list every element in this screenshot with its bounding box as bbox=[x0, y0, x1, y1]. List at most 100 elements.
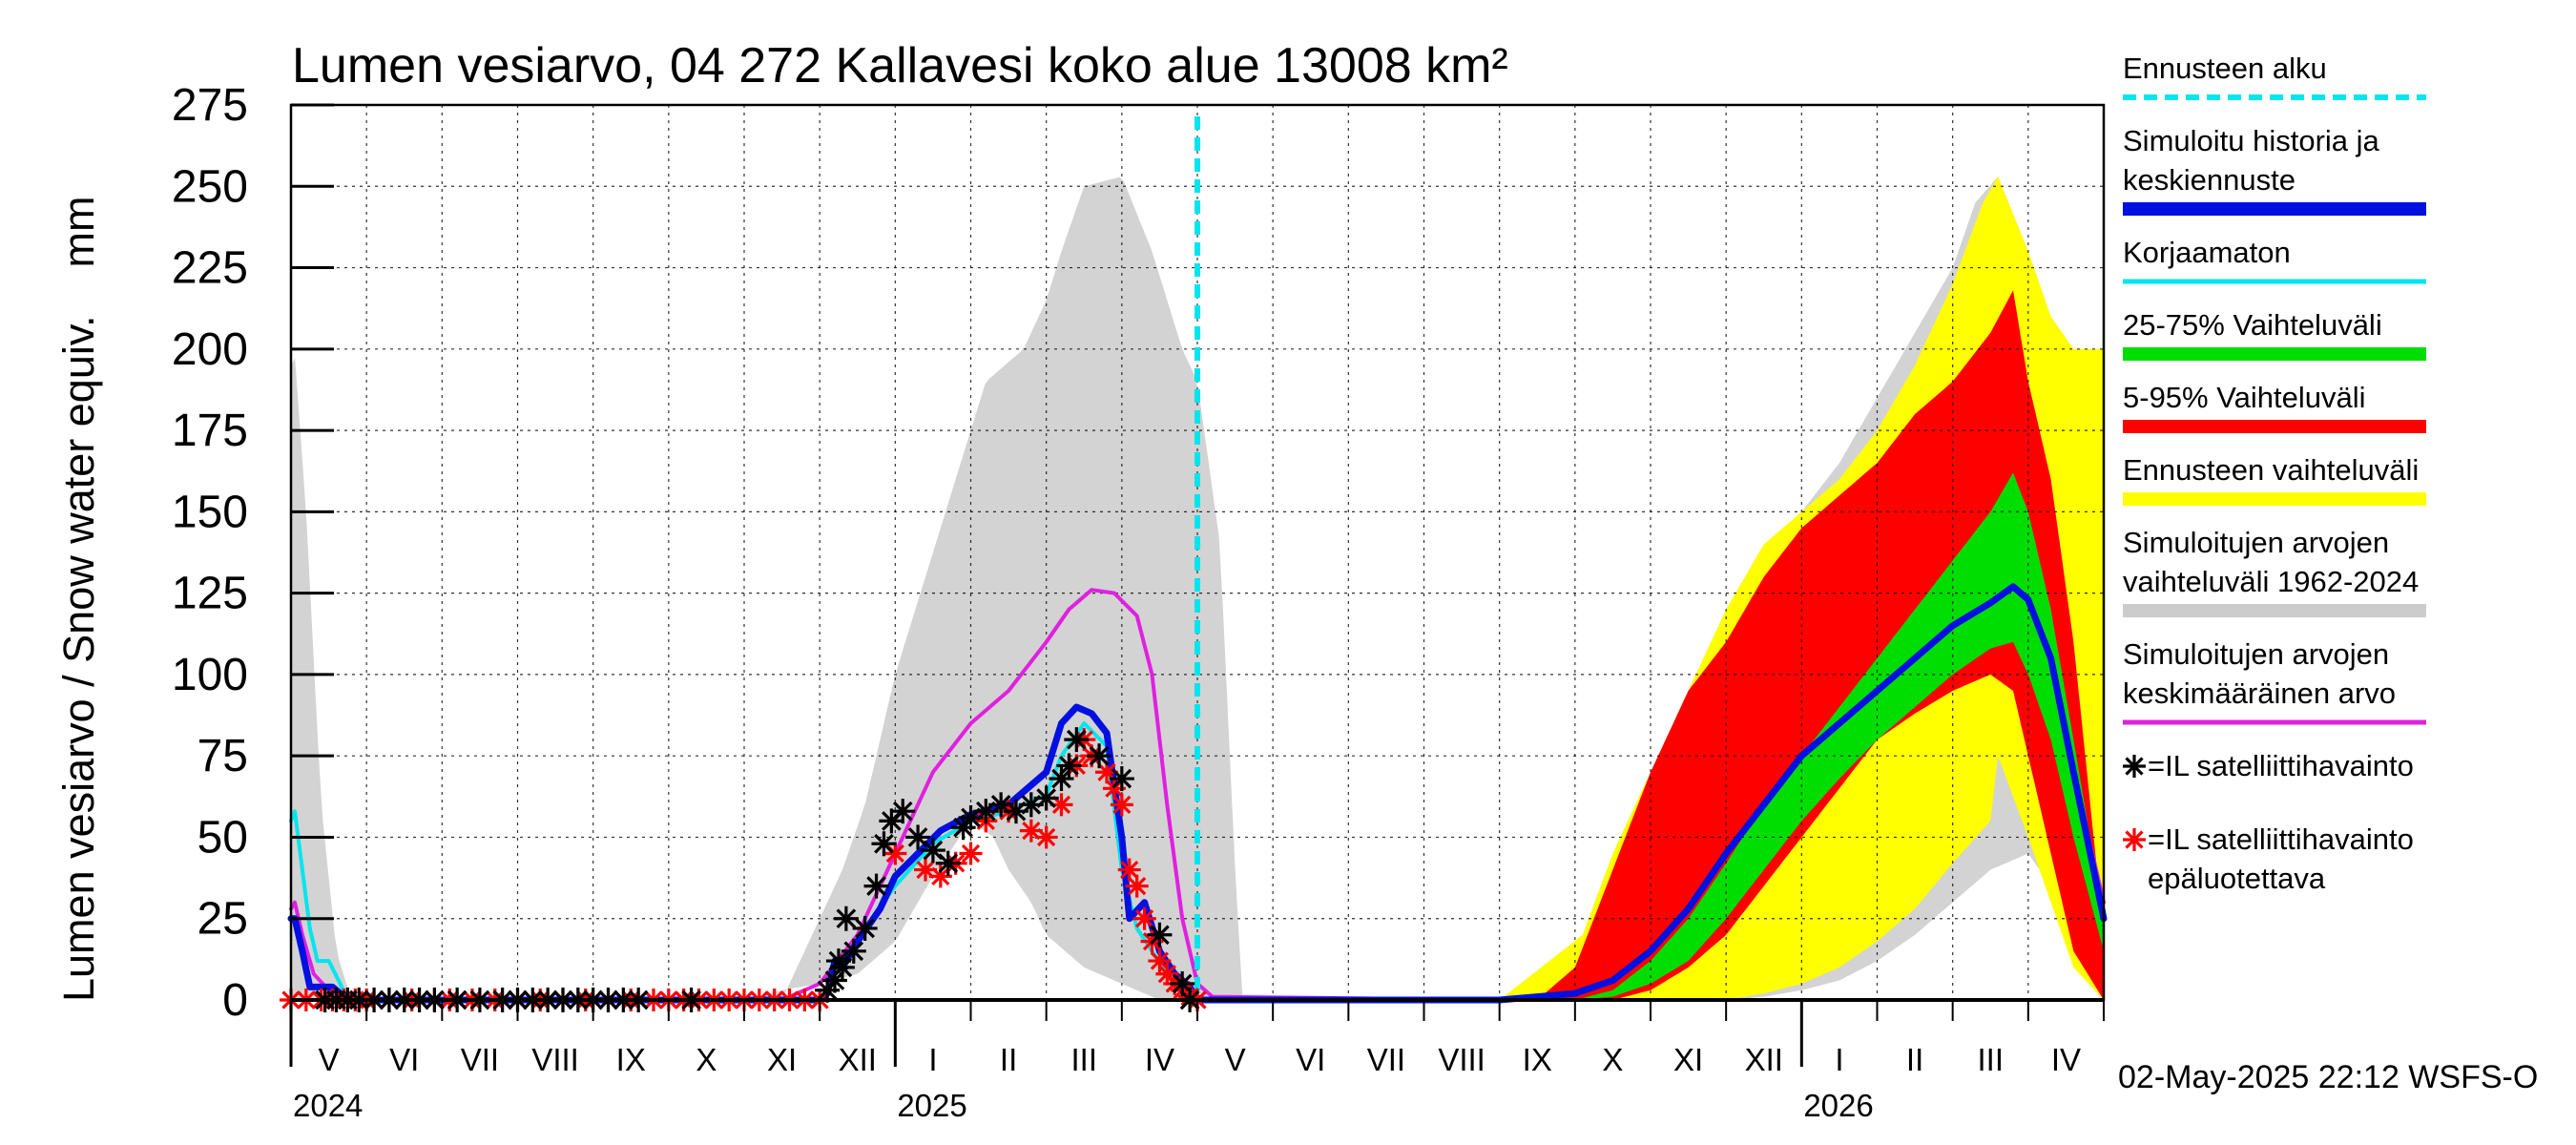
satellite-obs-point bbox=[825, 948, 851, 974]
legend-label-p25_75: 25-75% Vaihteluväli bbox=[2123, 308, 2382, 342]
satellite-obs-point-stroke bbox=[1051, 768, 1071, 789]
satellite-unreliable-point bbox=[1034, 825, 1058, 849]
month-label: II bbox=[1906, 1042, 1923, 1077]
satellite-unreliable-point-stroke bbox=[961, 843, 981, 864]
satellite-obs-point bbox=[863, 873, 889, 899]
month-label: XI bbox=[767, 1042, 797, 1077]
month-label: IV bbox=[2051, 1042, 2081, 1077]
p5-95-area bbox=[1197, 290, 2104, 1000]
legend-label-uncorrected: Korjaamaton bbox=[2123, 236, 2291, 269]
satellite-obs-point bbox=[1049, 766, 1074, 792]
satellite-unreliable-point-stroke bbox=[1128, 877, 1147, 896]
satellite-unreliable-point bbox=[1117, 858, 1141, 882]
satellite-obs-point bbox=[871, 831, 897, 857]
satellite-obs-point bbox=[1087, 743, 1112, 769]
legend-label-hist_mean: Simuloitujen arvojen bbox=[2123, 637, 2389, 671]
satellite-obs-point-stroke bbox=[907, 827, 928, 847]
y-axis-label: Lumen vesiarvo / Snow water equiv. mm bbox=[54, 197, 103, 1003]
y-tick-label: 175 bbox=[172, 406, 248, 456]
satellite-obs-point-stroke bbox=[1089, 745, 1110, 766]
legend-label-simulated: keskiennuste bbox=[2123, 163, 2296, 197]
satellite-unreliable-point-stroke bbox=[1105, 779, 1124, 798]
y-tick-label: 75 bbox=[197, 731, 248, 781]
month-label: XII bbox=[1745, 1042, 1783, 1077]
month-label: V bbox=[1225, 1042, 1246, 1077]
month-label: XI bbox=[1673, 1042, 1703, 1077]
satellite-unreliable-point bbox=[1110, 793, 1133, 817]
month-label: I bbox=[928, 1042, 937, 1077]
month-label: VII bbox=[1367, 1042, 1405, 1077]
month-label: VII bbox=[461, 1042, 499, 1077]
y-tick-label: 125 bbox=[172, 569, 248, 619]
y-tick-label: 250 bbox=[172, 161, 248, 212]
satellite-obs-point bbox=[1056, 753, 1082, 779]
satellite-unreliable-point-stroke bbox=[885, 843, 904, 864]
p25-75-area bbox=[1197, 472, 2104, 1000]
satellite-obs-point bbox=[935, 850, 961, 876]
month-label: IX bbox=[1523, 1042, 1552, 1077]
satellite-obs-point bbox=[920, 838, 945, 864]
satellite-obs-point-stroke bbox=[938, 853, 959, 874]
month-label: IV bbox=[1145, 1042, 1174, 1077]
y-tick-label: 100 bbox=[172, 650, 248, 700]
satellite-obs-point-stroke bbox=[836, 908, 857, 929]
hist-range-area-2024 bbox=[291, 177, 1243, 1001]
satellite-obs-point-stroke bbox=[874, 833, 894, 854]
legend-label-sat_obs: =IL satelliittihavainto bbox=[2148, 749, 2414, 782]
month-label: III bbox=[1070, 1042, 1097, 1077]
satellite-unreliable-point bbox=[883, 842, 907, 865]
legend-label-sat_unreliable: =IL satelliittihavainto bbox=[2148, 822, 2414, 856]
satellite-obs-point-stroke bbox=[953, 817, 973, 838]
satellite-obs-point bbox=[822, 968, 847, 993]
y-tick-label: 150 bbox=[172, 487, 248, 537]
month-label: X bbox=[1602, 1042, 1623, 1077]
month-label: VIII bbox=[531, 1042, 579, 1077]
legend-star-sat_obs-stroke bbox=[2125, 757, 2144, 776]
satellite-obs-point bbox=[890, 799, 916, 824]
legend-star-sat_obs bbox=[2123, 755, 2146, 778]
legend-label-forecast_range: Ennusteen vaihteluväli bbox=[2123, 453, 2419, 487]
y-tick-label: 200 bbox=[172, 324, 248, 375]
y-tick-label: 225 bbox=[172, 243, 248, 294]
satellite-unreliable-point-stroke bbox=[1022, 822, 1041, 841]
satellite-obs-point-stroke bbox=[824, 970, 845, 990]
satellite-obs-point-stroke bbox=[855, 918, 875, 939]
satellite-obs-point bbox=[841, 938, 866, 964]
year-label: 2025 bbox=[897, 1088, 966, 1123]
satellite-obs-point-stroke bbox=[866, 876, 886, 896]
satellite-unreliable-point bbox=[1125, 874, 1149, 898]
satellite-obs-point-stroke bbox=[923, 840, 944, 861]
legend-label-hist_mean: keskimääräinen arvo bbox=[2123, 677, 2396, 710]
legend-label-simulated: Simuloitu historia ja bbox=[2123, 124, 2380, 157]
legend-label-forecast_start: Ennusteen alku bbox=[2123, 52, 2327, 85]
satellite-obs-point-stroke bbox=[1172, 973, 1193, 994]
satellite-obs-point-stroke bbox=[1111, 768, 1132, 789]
satellite-unreliable-point bbox=[959, 842, 983, 865]
satellite-unreliable-point-stroke bbox=[1037, 827, 1056, 847]
satellite-obs-point-stroke bbox=[1150, 925, 1170, 946]
satellite-unreliable-point-stroke bbox=[931, 866, 950, 886]
month-label: IX bbox=[616, 1042, 646, 1077]
legend-label-hist_range: Simuloitujen arvojen bbox=[2123, 526, 2389, 559]
satellite-obs-point-stroke bbox=[817, 980, 838, 1001]
y-tick-label: 275 bbox=[172, 80, 248, 131]
legend-label-p5_95: 5-95% Vaihteluväli bbox=[2123, 381, 2365, 414]
month-label: III bbox=[1977, 1042, 2004, 1077]
legend-star-sat_unreliable bbox=[2123, 828, 2146, 851]
satellite-obs-point bbox=[1109, 766, 1134, 792]
satellite-unreliable-point-stroke bbox=[1097, 762, 1116, 781]
satellite-obs-point-stroke bbox=[1036, 788, 1056, 808]
satellite-obs-point bbox=[833, 906, 859, 931]
y-tick-label: 50 bbox=[197, 812, 248, 863]
satellite-unreliable-point bbox=[928, 864, 952, 888]
satellite-obs-point-stroke bbox=[1067, 729, 1087, 750]
month-label: I bbox=[1835, 1042, 1843, 1077]
legend-star-sat_unreliable-stroke bbox=[2125, 830, 2144, 849]
month-label: II bbox=[1000, 1042, 1017, 1077]
legend-label-sat_unreliable: epäluotettava bbox=[2148, 862, 2326, 895]
satellite-unreliable-point bbox=[1132, 906, 1156, 930]
timestamp-label: 02-May-2025 22:12 WSFS-O bbox=[2118, 1059, 2538, 1095]
